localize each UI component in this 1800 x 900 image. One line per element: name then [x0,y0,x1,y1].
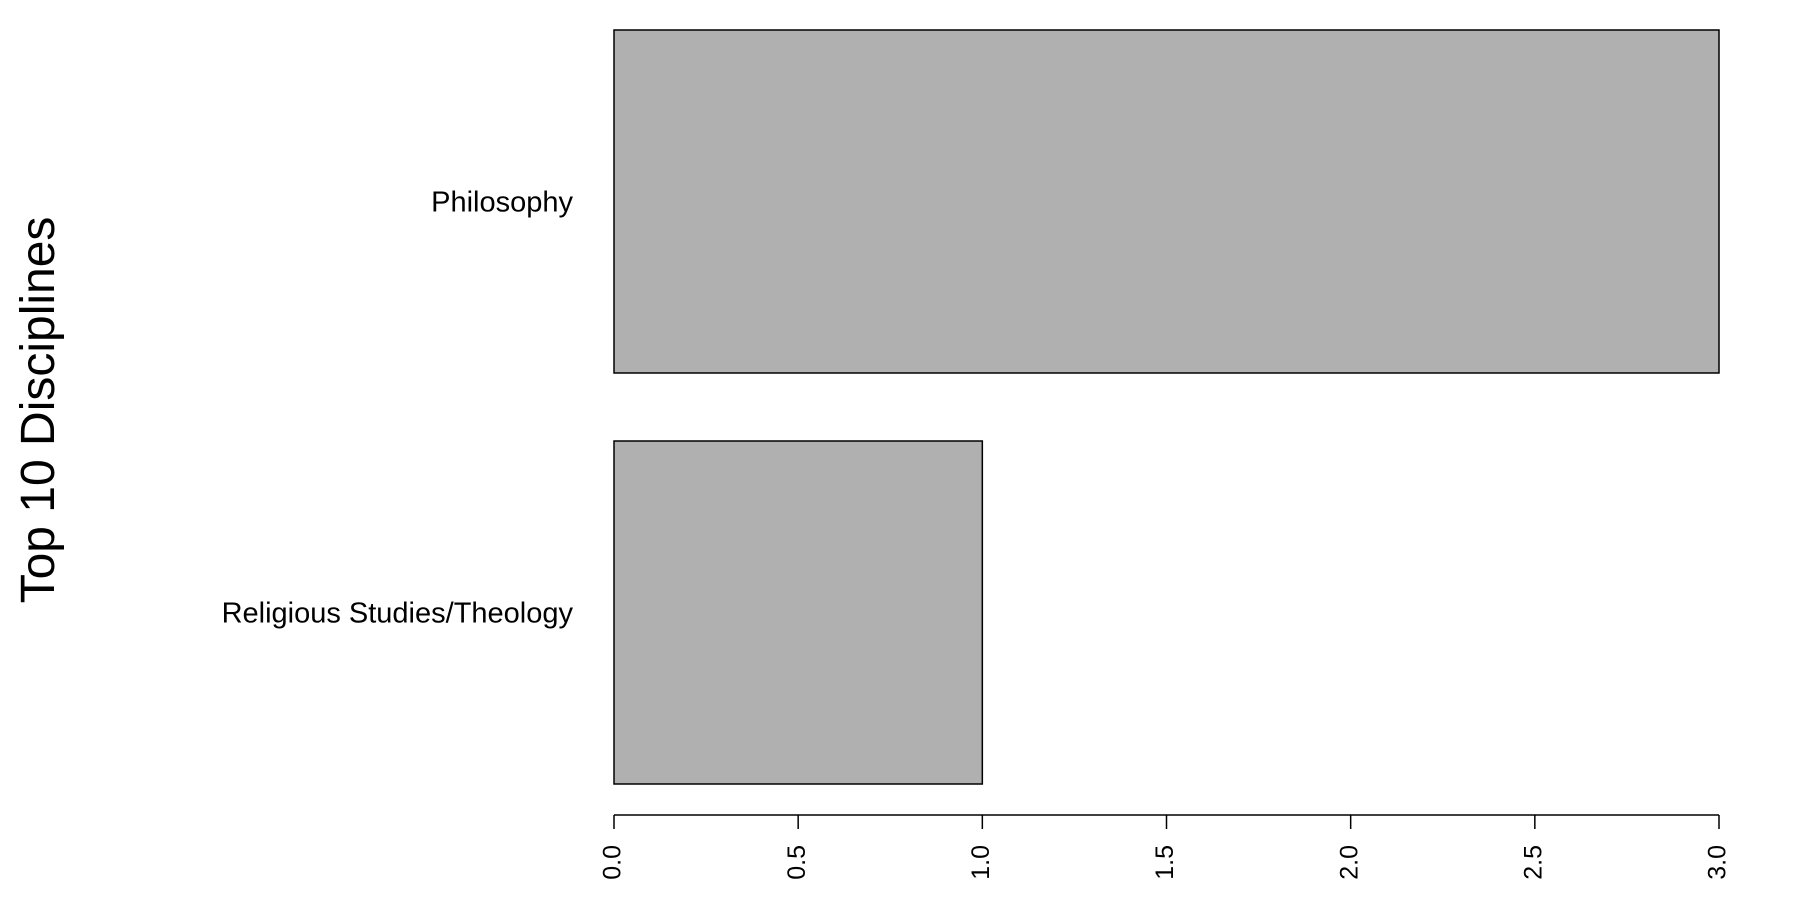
x-tick-label: 0.5 [783,845,811,880]
x-tick-label: 2.5 [1519,845,1547,880]
category-labels: Philosophy Religious Studies/Theology [222,187,574,630]
x-tick-label: 2.0 [1335,845,1363,880]
x-tick-label: 0.0 [599,845,627,880]
category-label: Philosophy [431,187,573,219]
x-tick-label: 3.0 [1704,845,1732,880]
bar-philosophy [613,29,1720,374]
bars-group [613,29,1720,785]
bar-religious-studies-theology [613,440,984,785]
x-tick-label: 1.5 [1151,845,1179,880]
x-tick-label: 1.0 [967,845,995,880]
category-label: Religious Studies/Theology [222,598,574,630]
x-axis: 0.0 0.5 1.0 1.5 2.0 2.5 3.0 [599,814,1732,880]
y-axis-title: Top 10 Disciplines [12,217,65,604]
